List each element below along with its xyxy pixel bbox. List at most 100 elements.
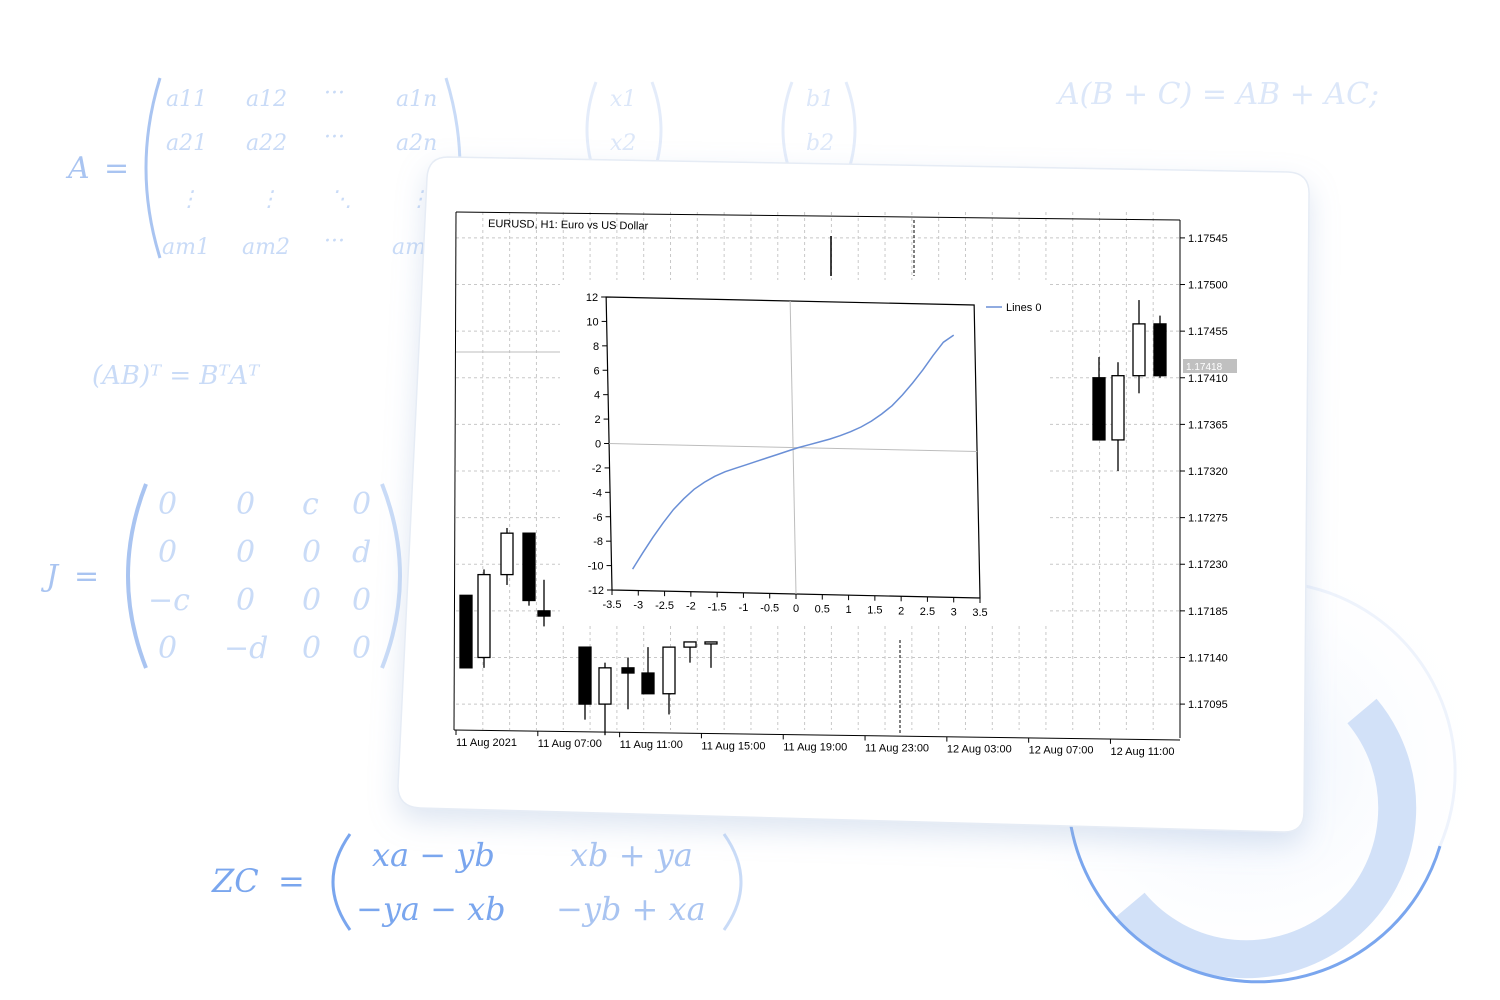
matrix-a-cell: a22 (246, 131, 287, 156)
x-tick-label: -1 (739, 602, 749, 614)
x-tick-label: 11 Aug 23:00 (865, 743, 929, 755)
x-tick-label: 11 Aug 19:00 (783, 741, 847, 753)
candle-axis-top (455, 211, 1181, 221)
y-tick-label: 1.17545 (1188, 233, 1228, 245)
y-tick-label: 1.17140 (1188, 652, 1228, 664)
matrix-j-cell: 0 (352, 487, 371, 522)
x-tick-label: 2 (898, 605, 904, 617)
matrix-zc-cell: xa − yb (372, 836, 495, 874)
y-tick-label: 1.17095 (1188, 699, 1228, 711)
legend-label: Lines 0 (1006, 302, 1041, 314)
x-tick-label: -2 (686, 601, 696, 613)
x-tick-label: 12 Aug 07:00 (1029, 745, 1094, 757)
candle-body (1092, 377, 1106, 441)
matrix-j-cell: −c (148, 583, 190, 618)
y-tick-label: 12 (586, 292, 598, 304)
candlestick-marks (459, 300, 1167, 736)
vector-b-cell: b2 (806, 131, 834, 156)
current-price-label: 1.17418 (1186, 362, 1223, 373)
matrix-j-cell: 0 (236, 487, 255, 522)
svg-text:=: = (74, 559, 99, 594)
x-tick-label: 1 (846, 604, 852, 616)
candle-body (621, 667, 635, 674)
candle-body (1153, 323, 1167, 377)
x-tick-label: 2.5 (920, 606, 935, 618)
matrix-j-left-paren (126, 483, 148, 669)
matrix-j-cell: 0 (302, 631, 321, 666)
y-tick-label: 6 (593, 365, 599, 377)
series-line (631, 334, 955, 570)
matrix-j-cell: 0 (236, 535, 255, 570)
formula-distributive: A(B + C) = AB + AC; (1055, 77, 1379, 112)
y-tick-label: 1.17320 (1188, 466, 1228, 478)
candle-body (578, 646, 592, 705)
x-tick-label: -1.5 (708, 601, 727, 613)
matrix-a-cell: a21 (166, 131, 207, 156)
candle-body (537, 610, 551, 617)
y-tick-label: -6 (593, 512, 603, 524)
y-tick-label: 1.17230 (1188, 559, 1228, 571)
matrix-a-cell: a12 (246, 87, 287, 112)
candle-body (1111, 375, 1125, 441)
x-tick-label: -0.5 (760, 602, 779, 614)
matrix-zc-cell: −yb + xa (556, 890, 706, 928)
candle-axis-bottom (453, 729, 1181, 741)
svg-text:=: = (104, 151, 129, 186)
current-price-tag (1183, 359, 1237, 373)
candle-body (704, 641, 718, 645)
candle-body (662, 646, 676, 695)
x-tick-label: 1.5 (867, 605, 882, 617)
candle-body (641, 672, 655, 695)
x-tick-label: 0.5 (815, 604, 830, 616)
matrix-a-cell: ··· (324, 81, 345, 106)
formula-matrix-zc: ZC = xa − yb xb + ya −ya − xb −yb + xa (211, 833, 743, 931)
x-tick-label: -3 (633, 600, 643, 612)
matrix-j-cell: 0 (158, 535, 177, 570)
ring-arc-thick (1115, 698, 1417, 979)
x-tick-label: 11 Aug 11:00 (620, 739, 683, 751)
y-tick-label: 10 (586, 316, 598, 328)
matrix-zc-left-paren (331, 833, 352, 931)
x-tick-label: 3.5 (972, 607, 987, 619)
candle-body (477, 573, 491, 659)
y-tick-label: 0 (595, 439, 601, 451)
matrix-j-cell: d (352, 535, 371, 570)
y-tick-label: -10 (588, 561, 604, 573)
x-tick-label: 11 Aug 07:00 (538, 738, 602, 750)
y-tick-label: 2 (594, 414, 600, 426)
matrix-j-cell: 0 (302, 583, 321, 618)
matrix-a-cell: a2n (396, 131, 437, 156)
line-chart-series (631, 334, 955, 570)
matrix-a-cell: a11 (166, 87, 207, 112)
x-tick-label: 3 (951, 606, 957, 618)
matrix-a-cell: am1 (162, 235, 210, 260)
matrix-a-cell: ⋮ (258, 187, 280, 212)
y-tick-label: -2 (592, 463, 602, 475)
x-tick-label: 12 Aug 11:00 (1110, 746, 1174, 758)
matrix-j-cell: 0 (158, 631, 177, 666)
candle-body (1132, 323, 1146, 377)
matrix-j-cell: 0 (352, 583, 371, 618)
matrix-a-cell: ⋮ (178, 187, 200, 212)
x-tick-label: -3.5 (603, 599, 622, 611)
matrix-j-cell: 0 (352, 631, 371, 666)
matrix-zc-cell: xb + ya (570, 836, 693, 874)
matrix-j-cell: 0 (236, 583, 255, 618)
matrix-a-left-paren (144, 77, 162, 259)
vector-x-cell: x1 (610, 87, 636, 112)
matrix-a-cell: ⋱ (330, 187, 352, 212)
x-tick-label: 11 Aug 15:00 (701, 740, 765, 752)
candlestick-axes (453, 211, 1181, 741)
matrix-zc-name: ZC (211, 862, 259, 900)
y-tick-label: 4 (594, 390, 600, 402)
matrix-a-cell: ··· (324, 125, 345, 150)
matrix-zc-cell: −ya − xb (356, 890, 506, 928)
candle-body (500, 532, 514, 576)
formula-transpose: (AB)ᵀ = BᵀAᵀ (92, 361, 260, 391)
x-tick-label: 11 Aug 2021 (456, 737, 517, 749)
y-tick-label: 1.17185 (1188, 606, 1228, 618)
x-tick-label: 12 Aug 03:00 (947, 744, 1012, 756)
